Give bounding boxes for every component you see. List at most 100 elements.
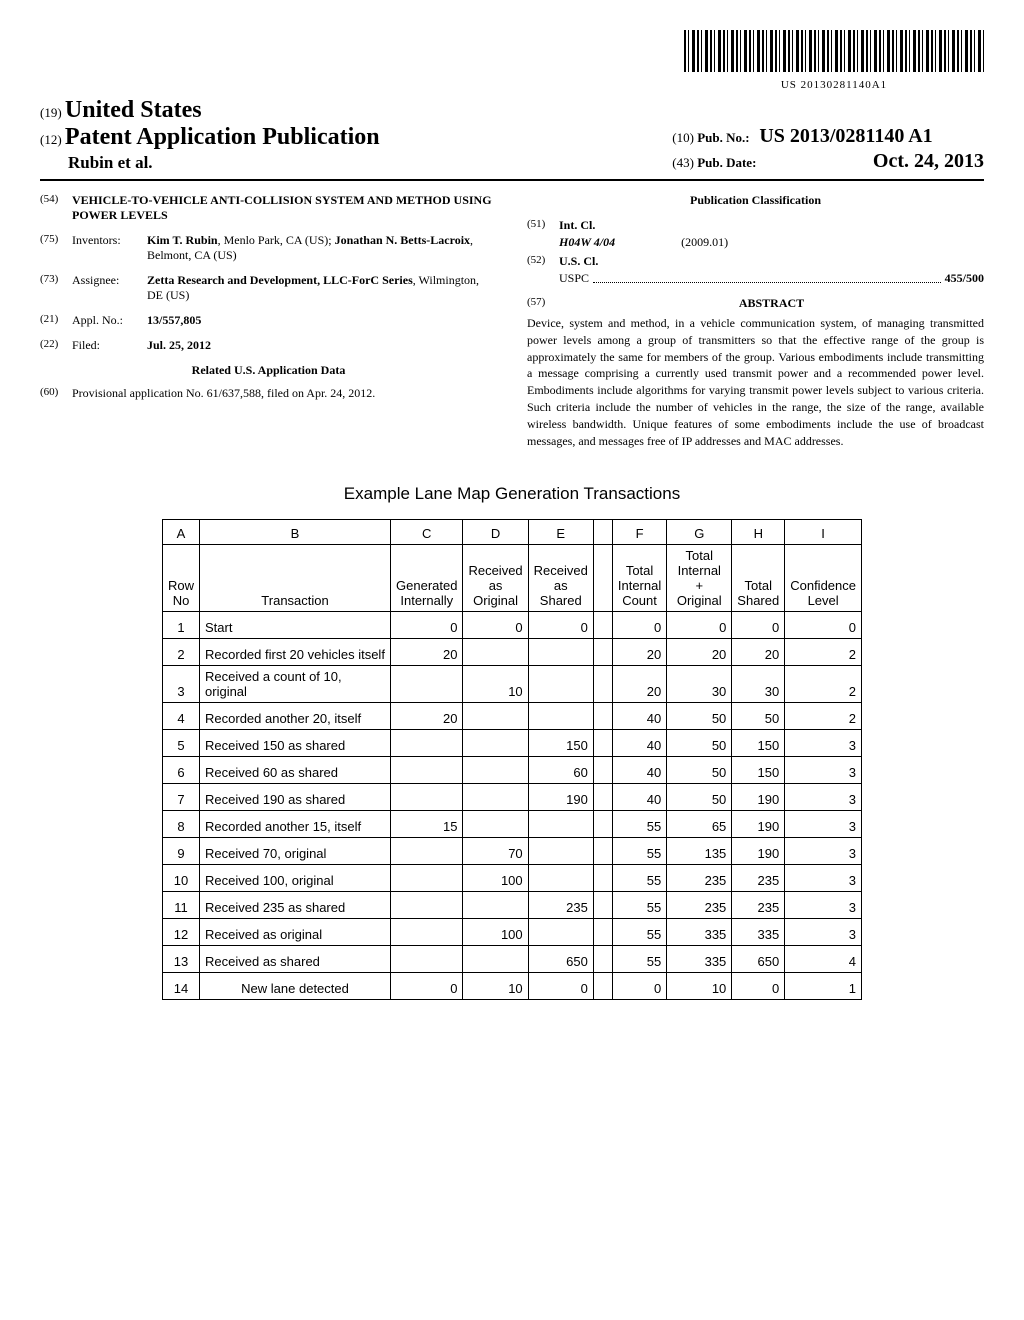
cell-total-internal: 55 bbox=[612, 838, 666, 865]
cell-row-no: 2 bbox=[163, 639, 200, 666]
cell-total-internal: 20 bbox=[612, 639, 666, 666]
table-separator bbox=[593, 639, 612, 666]
uspc-label: USPC bbox=[559, 271, 589, 286]
cell-total-internal: 0 bbox=[612, 973, 666, 1000]
cell-confidence: 3 bbox=[785, 811, 862, 838]
cell-transaction: Received as shared bbox=[200, 946, 391, 973]
cell-generated: 20 bbox=[391, 703, 463, 730]
biblio-left-column: (54) VEHICLE-TO-VEHICLE ANTI-COLLISION S… bbox=[40, 193, 497, 449]
cell-total-internal-orig: 135 bbox=[667, 838, 732, 865]
table-row: 7Received 190 as shared19040501903 bbox=[163, 784, 862, 811]
appl-no-value: 13/557,805 bbox=[147, 313, 201, 327]
cell-total-shared: 0 bbox=[732, 612, 785, 639]
cell-total-internal-orig: 50 bbox=[667, 703, 732, 730]
barcode-text: US 20130281140A1 bbox=[684, 79, 984, 91]
header-generated: GeneratedInternally bbox=[391, 545, 463, 612]
inventors-list: Kim T. Rubin, Menlo Park, CA (US); Jonat… bbox=[147, 233, 497, 263]
code-52: (52) bbox=[527, 254, 559, 269]
cell-confidence: 3 bbox=[785, 730, 862, 757]
inventor-2-name: Jonathan N. Betts-Lacroix bbox=[335, 233, 470, 247]
cell-confidence: 4 bbox=[785, 946, 862, 973]
cell-total-internal: 20 bbox=[612, 666, 666, 703]
col-letter-c: C bbox=[391, 520, 463, 545]
cell-generated bbox=[391, 666, 463, 703]
code-43: (43) bbox=[672, 155, 694, 170]
cell-transaction: Received 150 as shared bbox=[200, 730, 391, 757]
col-letter-h: H bbox=[732, 520, 785, 545]
cell-recv-shared bbox=[528, 639, 593, 666]
uspc-code: 455/500 bbox=[945, 271, 984, 286]
cell-total-shared: 335 bbox=[732, 919, 785, 946]
code-54: (54) bbox=[40, 193, 72, 223]
code-60: (60) bbox=[40, 386, 72, 401]
inventors-label: Inventors: bbox=[72, 233, 147, 263]
table-letter-row: A B C D E F G H I bbox=[163, 520, 862, 545]
cell-generated: 0 bbox=[391, 612, 463, 639]
cell-generated bbox=[391, 838, 463, 865]
header-confidence: ConfidenceLevel bbox=[785, 545, 862, 612]
cell-confidence: 2 bbox=[785, 703, 862, 730]
country-line: (19) United States bbox=[40, 97, 380, 124]
cell-recv-original bbox=[463, 892, 528, 919]
cell-total-internal-orig: 50 bbox=[667, 730, 732, 757]
appl-no-label: Appl. No.: bbox=[72, 313, 147, 328]
bibliographic-section: (54) VEHICLE-TO-VEHICLE ANTI-COLLISION S… bbox=[40, 193, 984, 449]
cell-transaction: Received 100, original bbox=[200, 865, 391, 892]
table-row: 3Received a count of 10, original1020303… bbox=[163, 666, 862, 703]
filed-date: Jul. 25, 2012 bbox=[147, 338, 211, 352]
cell-row-no: 6 bbox=[163, 757, 200, 784]
pub-no-value: US 2013/0281140 A1 bbox=[759, 125, 932, 147]
cell-recv-shared bbox=[528, 865, 593, 892]
cell-confidence: 1 bbox=[785, 973, 862, 1000]
cell-total-shared: 190 bbox=[732, 811, 785, 838]
cell-generated: 15 bbox=[391, 811, 463, 838]
table-separator bbox=[593, 838, 612, 865]
cell-recv-shared: 0 bbox=[528, 973, 593, 1000]
code-22: (22) bbox=[40, 338, 72, 353]
table-row: 9Received 70, original70551351903 bbox=[163, 838, 862, 865]
cell-row-no: 7 bbox=[163, 784, 200, 811]
cell-transaction: Recorded another 20, itself bbox=[200, 703, 391, 730]
authors-line: Rubin et al. bbox=[40, 153, 380, 173]
table-title: Example Lane Map Generation Transactions bbox=[40, 484, 984, 504]
cell-total-shared: 190 bbox=[732, 784, 785, 811]
cell-total-shared: 235 bbox=[732, 892, 785, 919]
cell-total-internal: 40 bbox=[612, 784, 666, 811]
code-75: (75) bbox=[40, 233, 72, 263]
cell-total-internal: 40 bbox=[612, 757, 666, 784]
table-separator bbox=[593, 892, 612, 919]
header-recv-original: ReceivedasOriginal bbox=[463, 545, 528, 612]
intcl-date: (2009.01) bbox=[681, 235, 728, 249]
biblio-right-column: Publication Classification (51) Int. Cl.… bbox=[527, 193, 984, 449]
table-separator bbox=[593, 730, 612, 757]
table-row: 8Recorded another 15, itself1555651903 bbox=[163, 811, 862, 838]
cell-total-shared: 150 bbox=[732, 730, 785, 757]
cell-row-no: 9 bbox=[163, 838, 200, 865]
invention-title: VEHICLE-TO-VEHICLE ANTI-COLLISION SYSTEM… bbox=[72, 193, 497, 223]
table-row: 11Received 235 as shared235552352353 bbox=[163, 892, 862, 919]
cell-total-shared: 235 bbox=[732, 865, 785, 892]
cell-recv-shared: 0 bbox=[528, 612, 593, 639]
cell-total-shared: 30 bbox=[732, 666, 785, 703]
cell-total-internal: 55 bbox=[612, 919, 666, 946]
cell-recv-shared: 150 bbox=[528, 730, 593, 757]
cell-row-no: 3 bbox=[163, 666, 200, 703]
code-57: (57) bbox=[527, 296, 559, 311]
cell-transaction: Recorded another 15, itself bbox=[200, 811, 391, 838]
cell-generated bbox=[391, 919, 463, 946]
table-row: 10Received 100, original100552352353 bbox=[163, 865, 862, 892]
table-row: 13Received as shared650553356504 bbox=[163, 946, 862, 973]
cell-total-shared: 190 bbox=[732, 838, 785, 865]
cell-transaction: Received 235 as shared bbox=[200, 892, 391, 919]
table-header-row: RowNo Transaction GeneratedInternally Re… bbox=[163, 545, 862, 612]
code-51: (51) bbox=[527, 218, 559, 233]
cell-recv-original: 10 bbox=[463, 973, 528, 1000]
cell-generated bbox=[391, 892, 463, 919]
col-letter-i: I bbox=[785, 520, 862, 545]
uscl-label: U.S. Cl. bbox=[559, 254, 598, 268]
col-letter-e: E bbox=[528, 520, 593, 545]
cell-recv-original bbox=[463, 639, 528, 666]
cell-total-internal: 40 bbox=[612, 730, 666, 757]
cell-transaction: New lane detected bbox=[200, 973, 391, 1000]
cell-total-internal-orig: 335 bbox=[667, 919, 732, 946]
